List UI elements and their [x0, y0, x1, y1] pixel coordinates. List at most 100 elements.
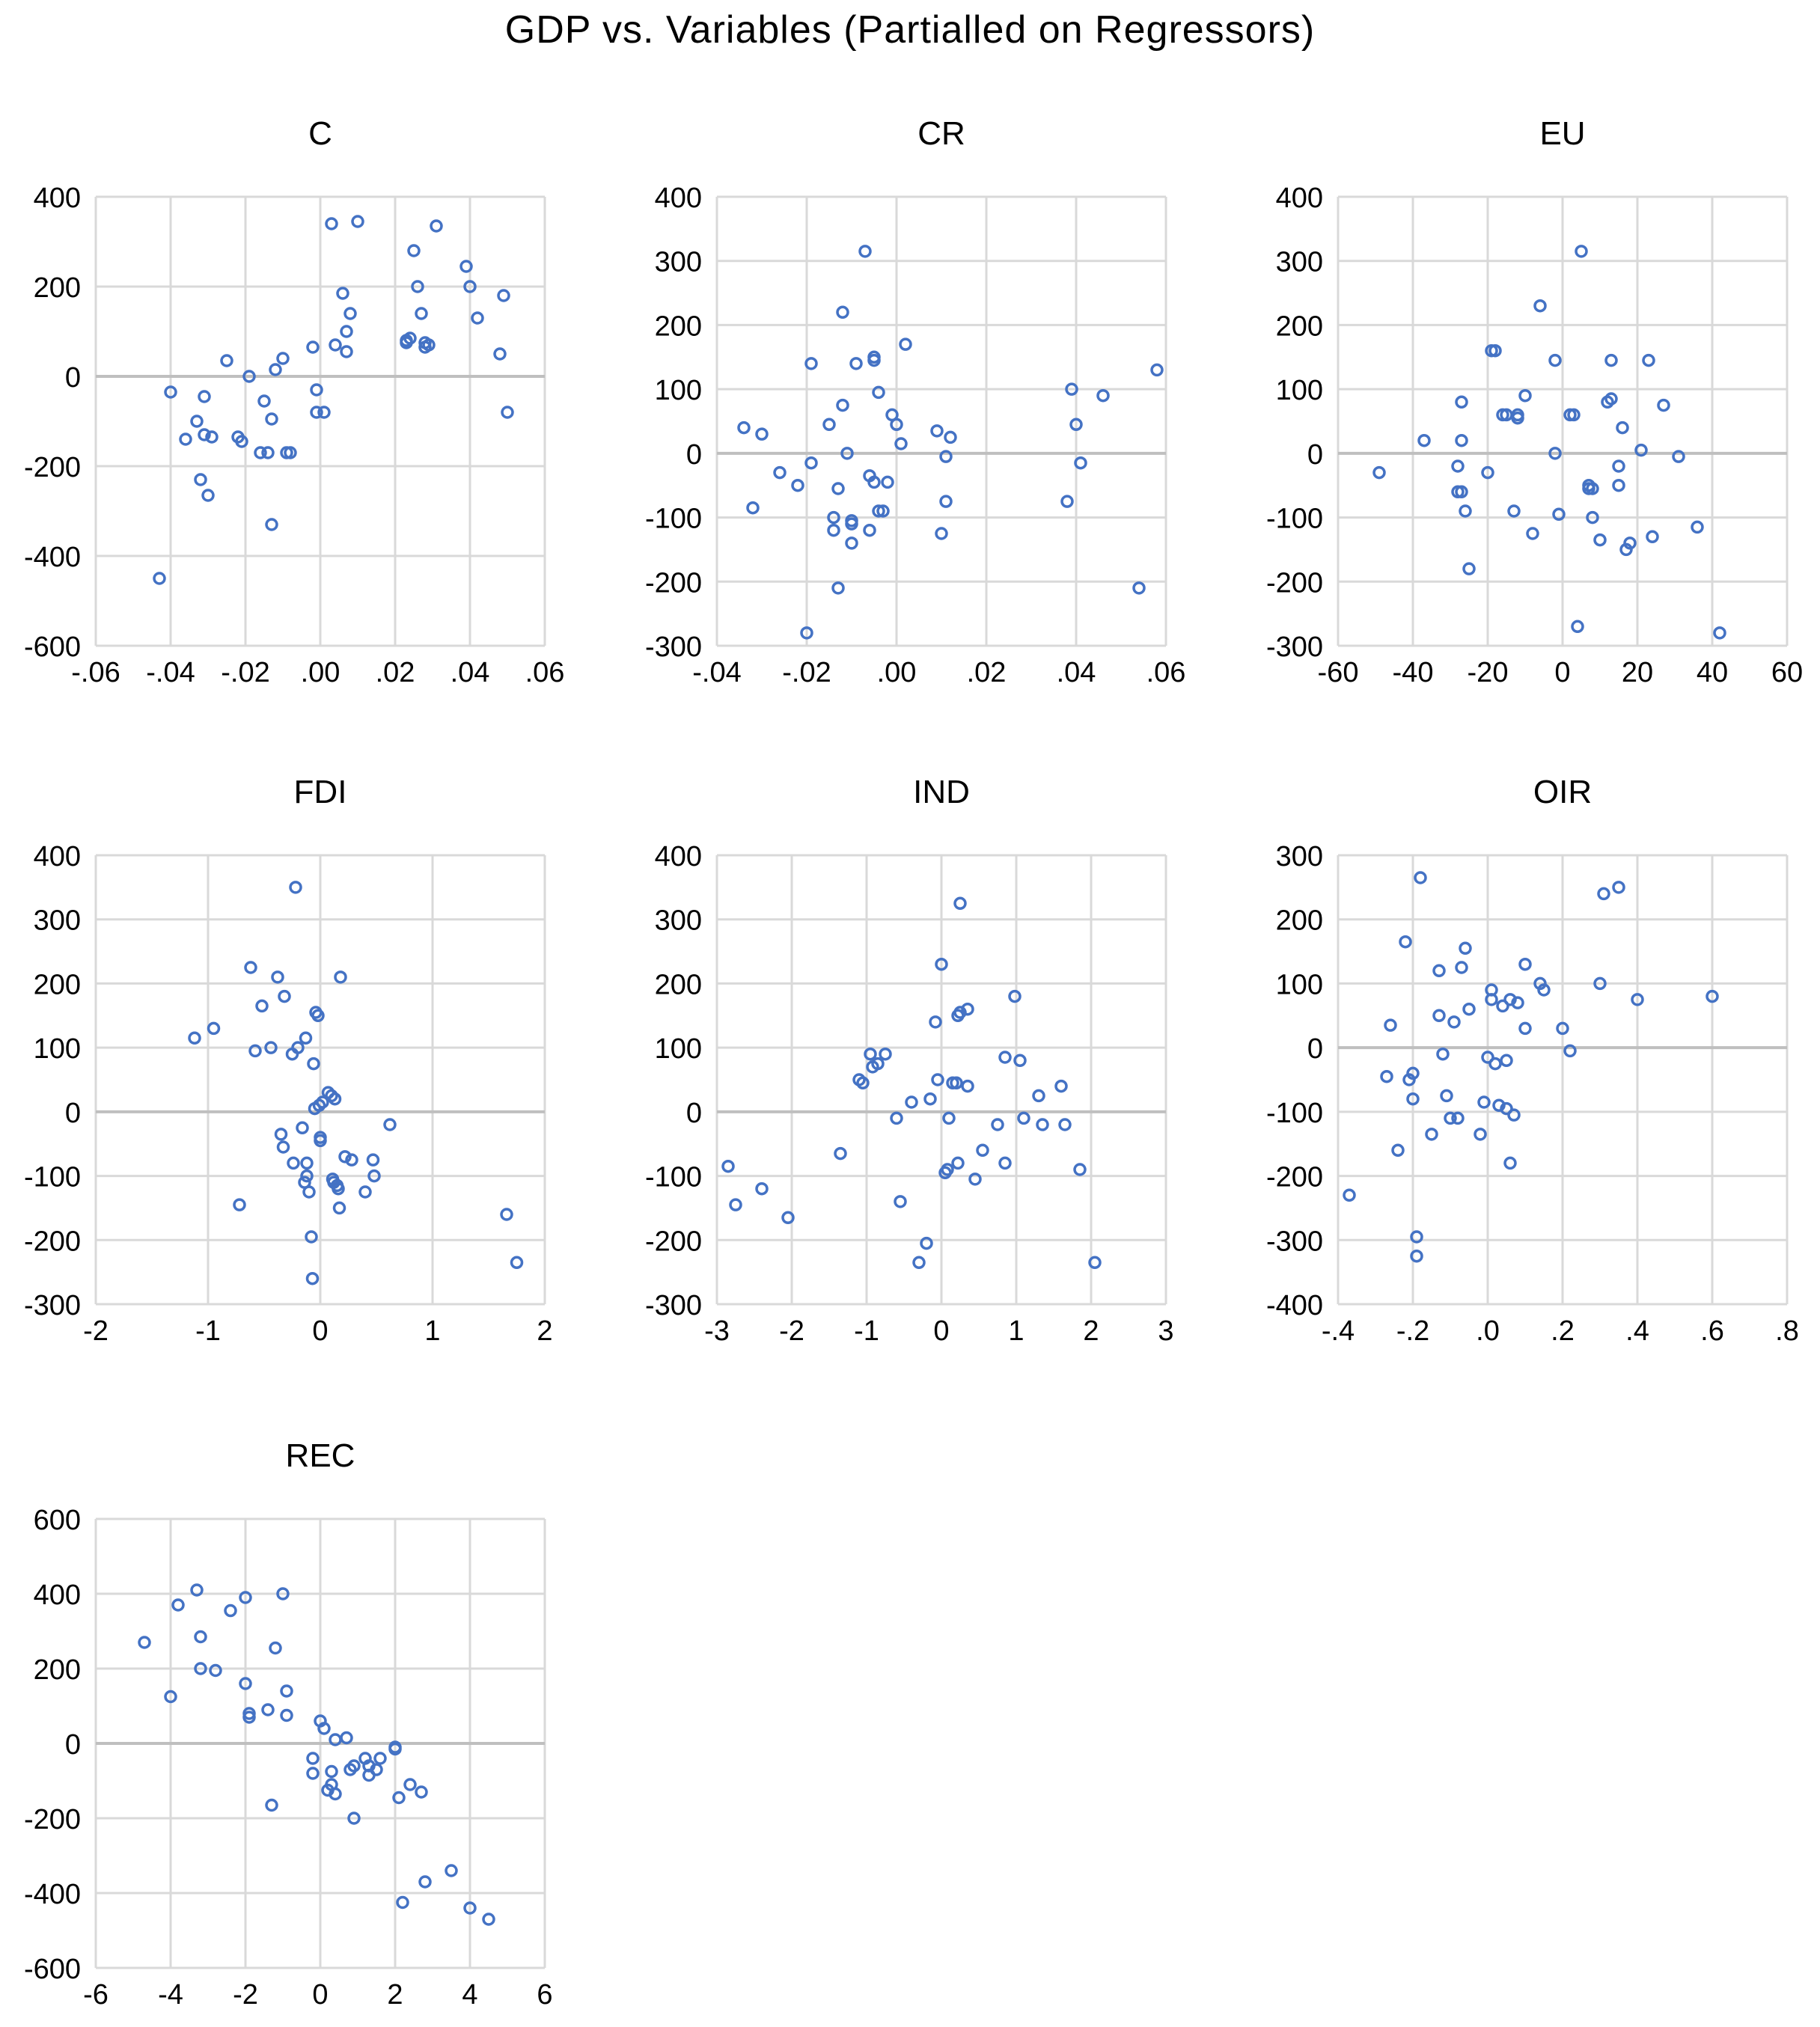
data-point [1451, 459, 1465, 473]
x-tick-label: 20 [1622, 657, 1653, 688]
data-point [968, 1173, 982, 1186]
y-tick-label: 200 [34, 1654, 81, 1686]
data-point [867, 350, 881, 364]
y-tick-label: 300 [655, 905, 702, 937]
y-tick-label: -300 [1266, 1226, 1323, 1257]
data-point [942, 1111, 956, 1125]
data-point [1552, 507, 1566, 522]
data-point [500, 1208, 513, 1221]
x-tick-label: 1 [1008, 1315, 1024, 1347]
data-point [1713, 626, 1726, 640]
x-tick-label: .06 [1146, 657, 1186, 688]
data-point [827, 510, 840, 525]
x-tick-label: -.04 [146, 657, 195, 688]
x-tick-label: .06 [525, 657, 565, 688]
data-point [1593, 976, 1607, 991]
y-tick-label: 0 [686, 1098, 702, 1129]
data-point [871, 1057, 885, 1071]
data-point [1507, 504, 1521, 518]
y-tick-label: -200 [645, 1226, 702, 1257]
x-tick-label: -.04 [692, 657, 741, 688]
data-point [325, 1764, 338, 1779]
data-point [321, 1086, 335, 1099]
x-tick-label: -60 [1318, 657, 1359, 688]
data-point [1073, 1163, 1087, 1176]
data-point [836, 398, 849, 412]
data-point [781, 1211, 795, 1225]
data-point [1459, 941, 1472, 956]
chart-title: REC [286, 1437, 355, 1474]
data-point [1586, 482, 1599, 495]
data-point [1518, 388, 1532, 403]
data-point [1060, 495, 1074, 508]
data-point [345, 1153, 358, 1167]
data-point [1571, 620, 1584, 634]
data-point [340, 1731, 353, 1745]
data-point [325, 217, 338, 230]
data-point [207, 1021, 221, 1036]
data-point [991, 1118, 1004, 1131]
data-point [894, 437, 908, 450]
data-point [1567, 408, 1581, 422]
data-point [392, 1791, 406, 1805]
y-tick-label: 0 [1307, 1033, 1323, 1065]
data-point [845, 514, 858, 528]
data-point [482, 1913, 495, 1926]
data-point [1706, 989, 1719, 1003]
data-point [1503, 993, 1517, 1006]
data-point [388, 1742, 402, 1756]
data-point [329, 1787, 342, 1801]
y-tick-label: 100 [655, 1033, 702, 1065]
data-point [1013, 1054, 1027, 1068]
data-point [403, 1778, 417, 1791]
data-point [239, 1591, 252, 1604]
data-point [1492, 1098, 1506, 1113]
data-point [1065, 382, 1078, 396]
data-point [953, 896, 967, 911]
data-point [1444, 1111, 1457, 1125]
data-point [822, 418, 836, 432]
y-tick-label: 600 [34, 1505, 81, 1536]
data-point [1440, 1089, 1453, 1103]
y-tick-label: 200 [655, 969, 702, 1000]
data-point [1604, 392, 1618, 406]
data-point [929, 1015, 942, 1029]
data-point [340, 345, 353, 358]
data-point [415, 307, 428, 320]
data-point [1631, 993, 1644, 1006]
data-point [366, 1153, 380, 1167]
data-point [1526, 527, 1539, 540]
chart-fdi: FDI -300 -200 -100 0 100 200 300 400 -2 -1 0 1 2 [24, 774, 553, 1347]
chart-oir: OIR -400 -300 -200 -100 0 100 200 300 -.4 -.2 .0 .2.… [1266, 774, 1799, 1347]
data-point [1533, 299, 1547, 313]
data-point [935, 527, 948, 540]
data-point [1642, 353, 1655, 367]
data-point [287, 1156, 300, 1170]
data-point [1496, 999, 1509, 1013]
data-point [944, 430, 957, 444]
data-point [1485, 983, 1498, 997]
data-point [242, 370, 256, 383]
data-point [164, 1690, 177, 1704]
data-point [224, 1603, 237, 1618]
data-point [1414, 871, 1427, 884]
x-tick-label: 2 [537, 1315, 552, 1347]
data-point [370, 1763, 383, 1776]
y-tick-label: -300 [1266, 632, 1323, 663]
y-tick-label: 0 [65, 1098, 81, 1129]
data-point [1455, 395, 1468, 409]
data-point [1507, 1108, 1521, 1122]
data-point [1612, 459, 1625, 473]
data-point [198, 428, 211, 441]
x-tick-label: 2 [387, 1979, 403, 2011]
y-tick-label: 0 [65, 362, 81, 394]
data-point [317, 1722, 331, 1735]
data-point [791, 478, 804, 492]
data-point [271, 970, 284, 984]
data-point [299, 1031, 313, 1045]
data-point [831, 482, 845, 495]
y-tick-label: 400 [1276, 183, 1323, 214]
data-point [1459, 504, 1472, 518]
figure-title: GDP vs. Variables (Partialled on Regress… [504, 8, 1316, 52]
data-point [912, 1256, 926, 1270]
